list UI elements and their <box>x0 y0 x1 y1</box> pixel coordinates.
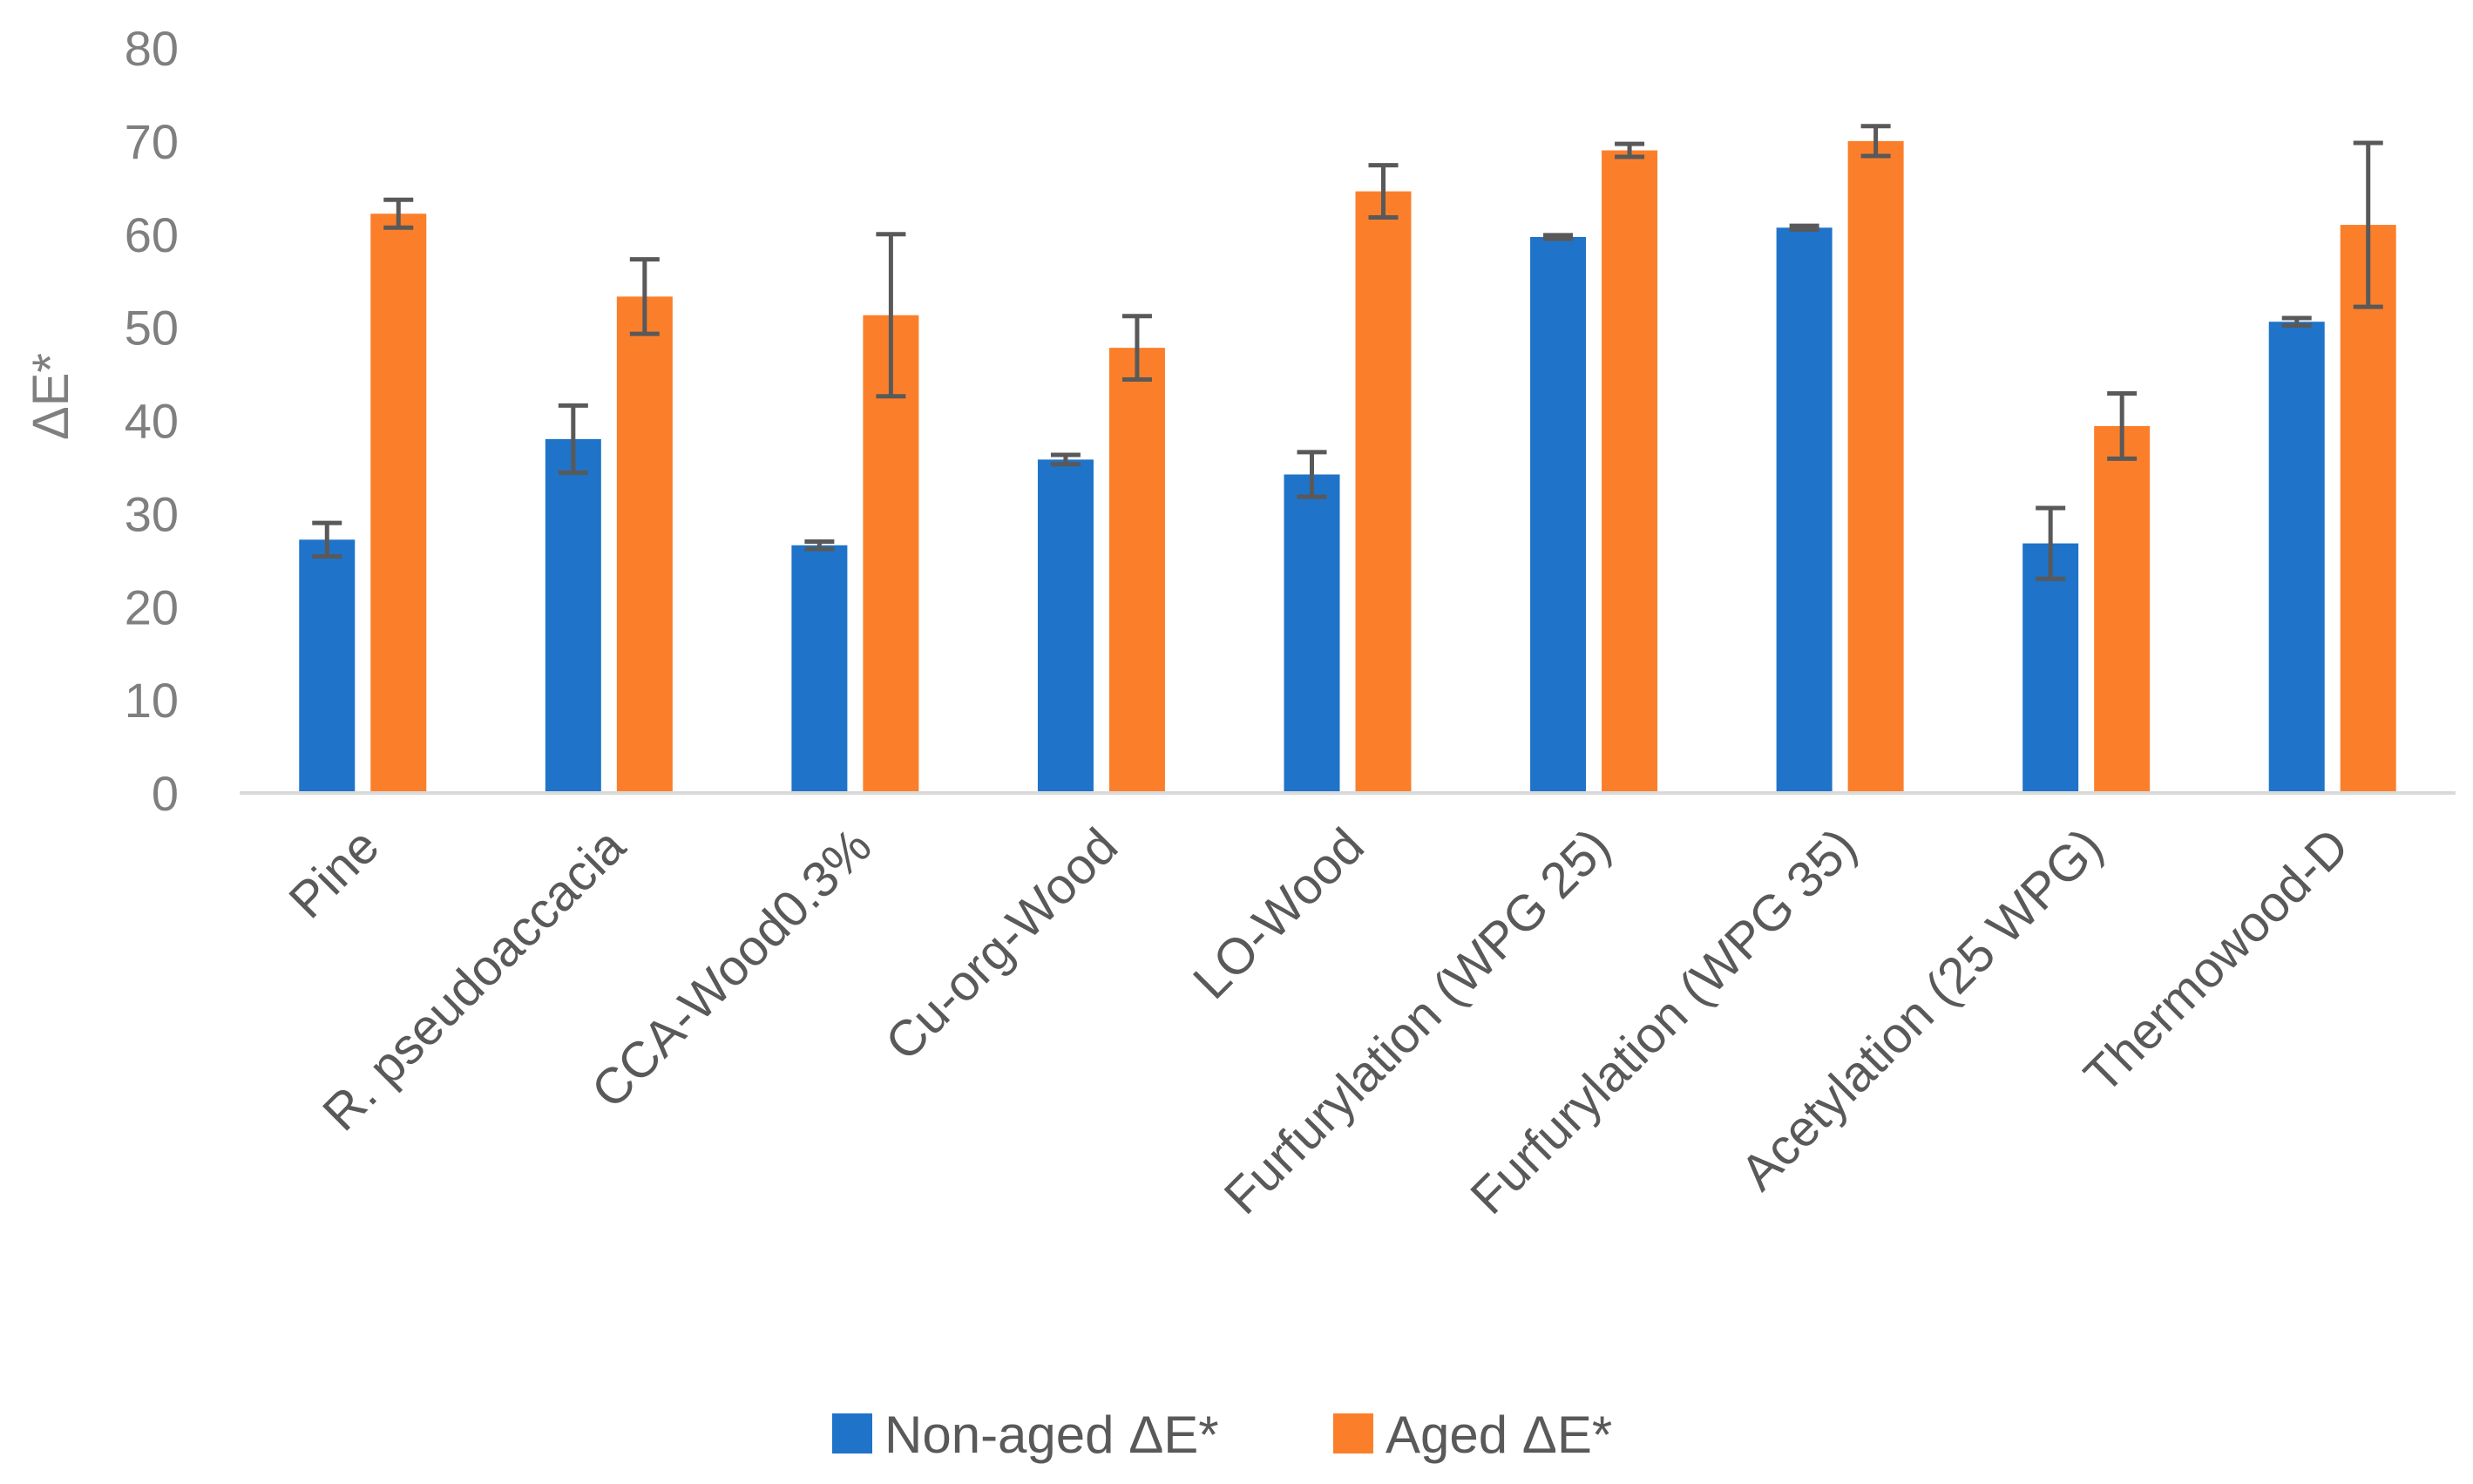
legend-swatch-aged <box>1333 1413 1373 1454</box>
error-bar-aged <box>2353 140 2383 309</box>
bar-non-aged <box>2268 322 2325 793</box>
legend-label-aged: Aged ΔE* <box>1386 1406 1612 1464</box>
error-bar-non-aged <box>804 539 835 552</box>
legend-swatch-non-aged <box>832 1413 872 1454</box>
bar-aged <box>1355 191 1412 793</box>
legend: Non-aged ΔE* Aged ΔE* <box>832 1406 1612 1464</box>
error-bar-non-aged <box>2281 315 2312 328</box>
bar-aged <box>2340 225 2396 793</box>
y-tick-label: 80 <box>125 21 179 76</box>
bar-non-aged <box>545 438 601 793</box>
error-bars <box>312 124 2383 581</box>
y-tick-label: 30 <box>125 486 179 541</box>
y-axis-title: ΔE* <box>23 353 79 440</box>
bar-aged <box>1602 150 1658 793</box>
bar-aged <box>616 296 673 793</box>
bar-non-aged <box>791 545 848 793</box>
bar-non-aged <box>1037 459 1094 793</box>
error-bar-non-aged <box>1543 233 1574 241</box>
error-bar-non-aged <box>2036 505 2066 581</box>
error-bar-aged <box>1860 124 1891 159</box>
error-bar-non-aged <box>1297 450 1327 499</box>
bar-aged <box>1108 348 1165 793</box>
y-tick-label: 60 <box>125 207 179 262</box>
y-tick-label: 20 <box>125 579 179 634</box>
bar-aged <box>2094 425 2151 793</box>
y-tick-label: 10 <box>125 673 179 728</box>
y-tick-label: 0 <box>152 766 179 821</box>
error-bar-aged <box>1615 141 1645 159</box>
error-bar-non-aged <box>1789 223 1819 232</box>
x-category-label: LO-Wood <box>1182 817 1375 1010</box>
error-bar-aged <box>629 257 660 336</box>
bar-non-aged <box>1530 236 1587 793</box>
error-bar-aged <box>1368 163 1399 220</box>
y-tick-label: 50 <box>125 301 179 356</box>
bar-non-aged <box>2022 543 2079 793</box>
y-tick-label: 70 <box>125 114 179 169</box>
error-bar-aged <box>876 232 906 399</box>
x-category-label: Pine <box>278 817 390 929</box>
bar-non-aged <box>1776 227 1833 793</box>
y-axis-ticks: 0 10 20 30 40 50 60 70 80 <box>125 21 179 821</box>
error-bar-aged <box>383 197 414 230</box>
bars <box>299 140 2396 794</box>
bar-non-aged <box>1284 474 1340 793</box>
error-bar-aged <box>2107 391 2138 461</box>
legend-label-non-aged: Non-aged ΔE* <box>884 1406 1219 1464</box>
error-bar-non-aged <box>1050 452 1081 467</box>
error-bar-non-aged <box>312 520 342 559</box>
error-bar-non-aged <box>558 403 588 475</box>
x-category-label: Cu-org-Wood <box>875 817 1128 1071</box>
x-category-label: Thermowood-D <box>2073 817 2360 1104</box>
bar-non-aged <box>299 539 356 793</box>
bar-aged <box>1847 140 1904 793</box>
bar-aged <box>370 213 427 794</box>
y-tick-label: 40 <box>125 394 179 449</box>
error-bar-aged <box>1121 314 1152 382</box>
